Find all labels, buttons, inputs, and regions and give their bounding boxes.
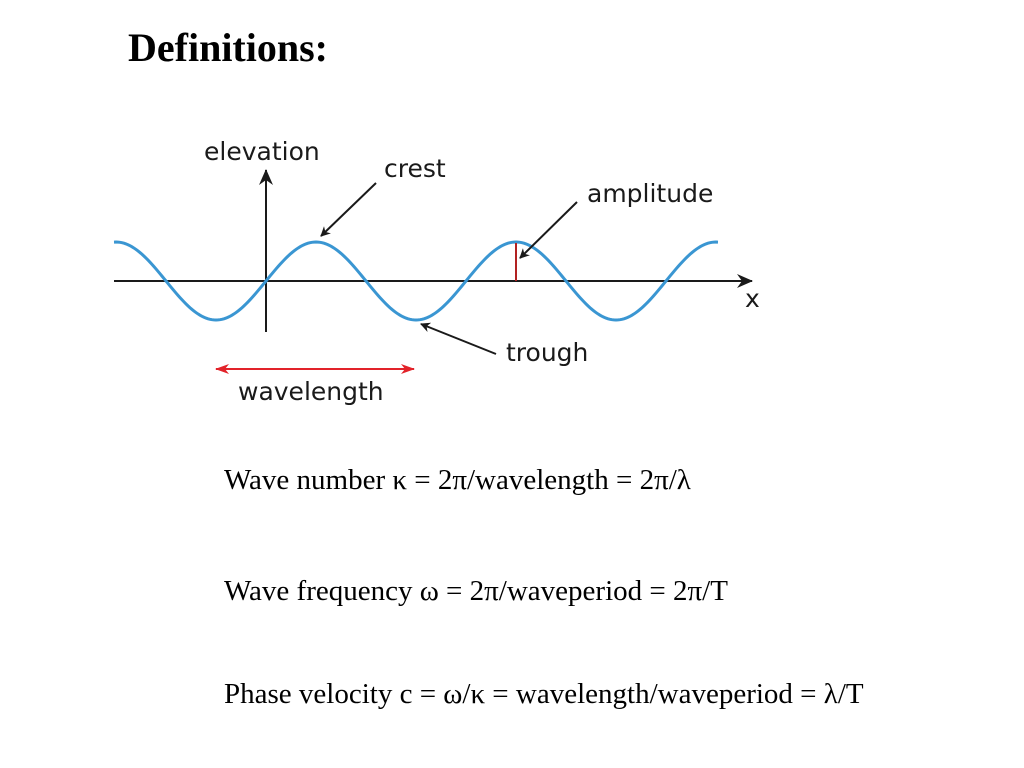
amplitude-arrow (519, 201, 578, 259)
elevation-label: elevation (204, 137, 320, 166)
wave-number-equation: Wave number κ = 2π/wavelength = 2π/λ (224, 464, 691, 496)
trough-arrow (420, 322, 497, 355)
trough-label: trough (506, 338, 588, 367)
phase-velocity-equation: Phase velocity c = ω/κ = wavelength/wave… (224, 678, 864, 710)
page-title: Definitions: (128, 25, 328, 70)
amplitude-label: amplitude (587, 179, 713, 208)
x-axis-label: x (745, 284, 760, 313)
wavelength-label: wavelength (238, 377, 384, 406)
wave-diagram: elevation crest amplitude x trough wavel… (113, 137, 760, 406)
wave-frequency-equation: Wave frequency ω = 2π/waveperiod = 2π/T (224, 575, 728, 607)
crest-arrow (320, 182, 377, 237)
wave-curve (113, 240, 719, 322)
crest-label: crest (384, 154, 446, 183)
